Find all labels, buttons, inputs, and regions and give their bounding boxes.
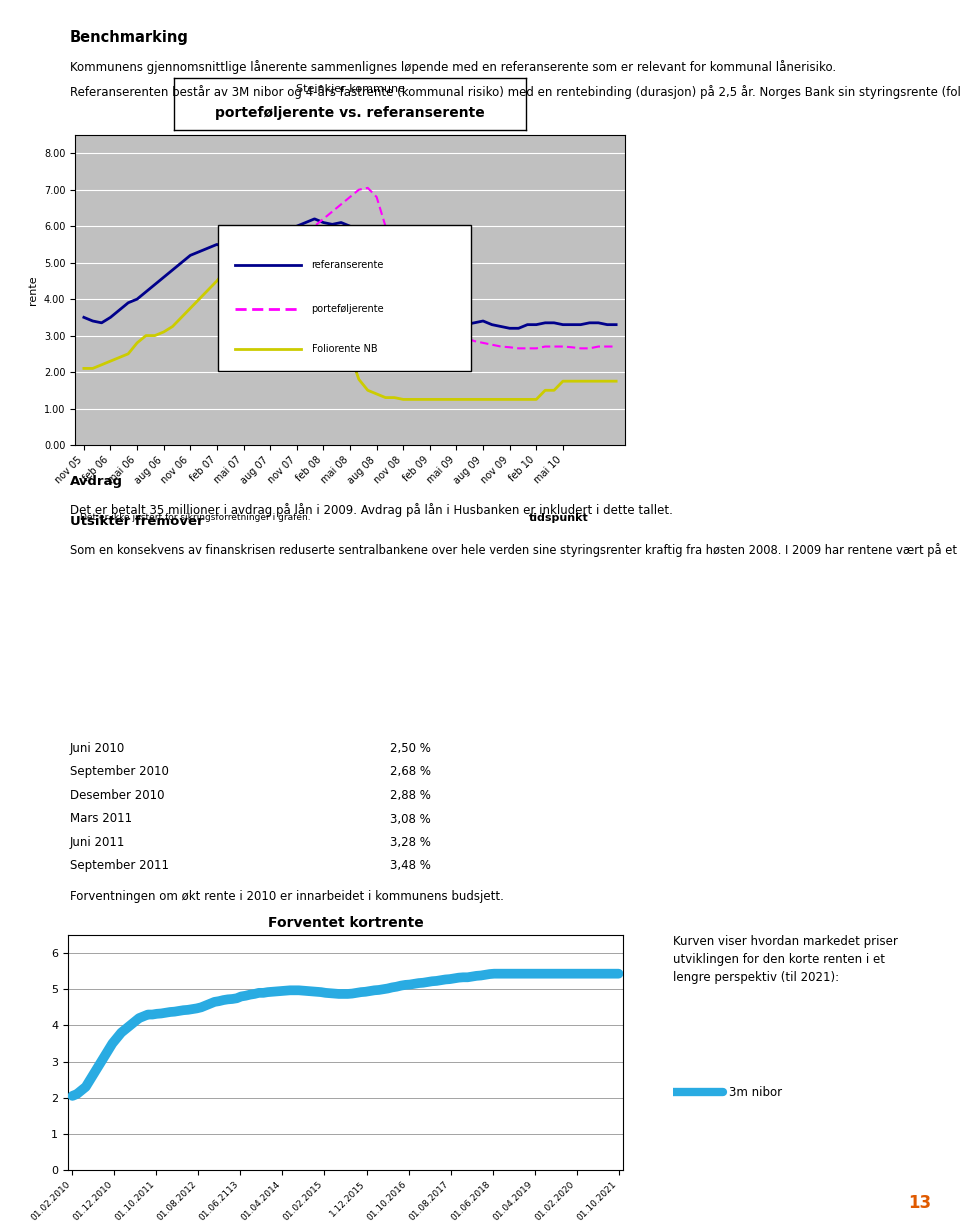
Text: 3m nibor: 3m nibor [729, 1086, 782, 1098]
Text: Desember 2010: Desember 2010 [70, 789, 164, 802]
Text: referanserente: referanserente [311, 260, 384, 270]
Text: 3,48 %: 3,48 % [390, 859, 431, 872]
Text: Det er betalt 35 millioner i avdrag på lån i 2009. Avdrag på lån i Husbanken er : Det er betalt 35 millioner i avdrag på l… [70, 503, 673, 517]
Text: 2,50 %: 2,50 % [390, 742, 431, 755]
Text: 2,68 %: 2,68 % [390, 766, 431, 778]
Y-axis label: rente: rente [28, 275, 38, 304]
Text: Kommunens gjennomsnittlige lånerente sammenlignes løpende med en referanserente : Kommunens gjennomsnittlige lånerente sam… [70, 60, 836, 74]
Text: 3,28 %: 3,28 % [390, 836, 431, 849]
Text: Avdrag: Avdrag [70, 475, 123, 488]
Text: 3,08 %: 3,08 % [390, 812, 431, 826]
Text: Forventet kortrente: Forventet kortrente [268, 917, 423, 930]
Text: Steinkjer kommune: Steinkjer kommune [296, 85, 404, 94]
Text: 13: 13 [908, 1194, 931, 1212]
FancyBboxPatch shape [218, 225, 471, 371]
Text: Foliorente NB: Foliorente NB [311, 344, 377, 353]
Text: porteføljerente vs. referanserente: porteføljerente vs. referanserente [215, 107, 485, 120]
Text: Benchmarking: Benchmarking [70, 29, 189, 45]
Text: Det er ikke justert for sikringsforretninger i grafen.: Det er ikke justert for sikringsforretni… [81, 513, 311, 523]
Text: Utsikter fremover: Utsikter fremover [70, 515, 204, 528]
Text: Kurven viser hvordan markedet priser
utviklingen for den korte renten i et
lengr: Kurven viser hvordan markedet priser utv… [673, 935, 898, 984]
Text: Forventningen om økt rente i 2010 er innarbeidet i kommunens budsjett.: Forventningen om økt rente i 2010 er inn… [70, 890, 504, 903]
Text: September 2010: September 2010 [70, 766, 169, 778]
Text: 2,88 %: 2,88 % [390, 789, 431, 802]
Text: Referanserenten består av 3M nibor og 4-års fastrente (kommunal risiko) med en r: Referanserenten består av 3M nibor og 4-… [70, 85, 960, 99]
Text: tidspunkt: tidspunkt [529, 513, 588, 523]
Text: Juni 2010: Juni 2010 [70, 742, 125, 755]
Text: Juni 2011: Juni 2011 [70, 836, 126, 849]
Text: porteføljerente: porteføljerente [311, 303, 384, 314]
Text: Som en konsekvens av finanskrisen reduserte sentralbankene over hele verden sine: Som en konsekvens av finanskrisen reduse… [70, 544, 960, 557]
Text: September 2011: September 2011 [70, 859, 169, 872]
Text: Mars 2011: Mars 2011 [70, 812, 132, 826]
